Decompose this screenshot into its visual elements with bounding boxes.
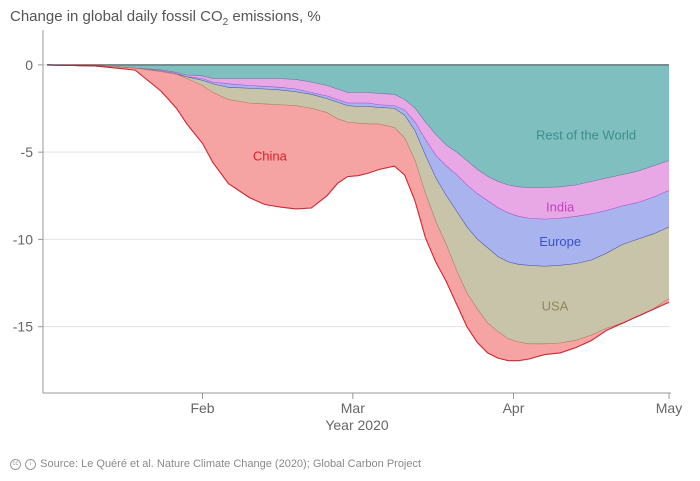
series-label-usa: USA <box>542 299 569 314</box>
y-tick-label: -15 <box>13 319 33 335</box>
x-axis-title: Year 2020 <box>325 417 389 433</box>
y-tick-label: -5 <box>21 144 34 160</box>
series-label-europe: Europe <box>539 234 581 249</box>
creative-commons-icon: cc <box>10 458 21 470</box>
series-label-india: India <box>546 199 575 214</box>
chart-title: Change in global daily fossil CO2 emissi… <box>10 8 321 28</box>
series-labels: Rest of the World India Europe USA China <box>253 128 636 314</box>
area-rest-of-the-world <box>47 64 669 188</box>
x-tick-label: Feb <box>190 400 214 416</box>
area-usa <box>47 64 669 345</box>
axes: 0 -5 -10 -15 Feb Mar Apr May Year 2020 <box>13 30 682 433</box>
y-tick-label: -10 <box>13 231 33 247</box>
area-china <box>47 64 669 361</box>
y-tick-label: 0 <box>25 57 33 73</box>
x-tick-label: May <box>656 400 682 416</box>
stacked-areas <box>46 64 670 362</box>
series-label-rest-of-the-world: Rest of the World <box>536 128 636 143</box>
area-india <box>47 64 669 220</box>
x-tick-label: Mar <box>341 400 365 416</box>
x-tick-label: Apr <box>503 400 525 416</box>
series-label-china: China <box>253 149 288 164</box>
source-text: Source: Le Quéré et al. Nature Climate C… <box>40 458 422 470</box>
line-china <box>46 64 670 362</box>
area-europe <box>47 64 669 267</box>
attribution-icon: i <box>25 458 37 470</box>
source-note: cc i Source: Le Quéré et al. Nature Clim… <box>10 458 421 470</box>
